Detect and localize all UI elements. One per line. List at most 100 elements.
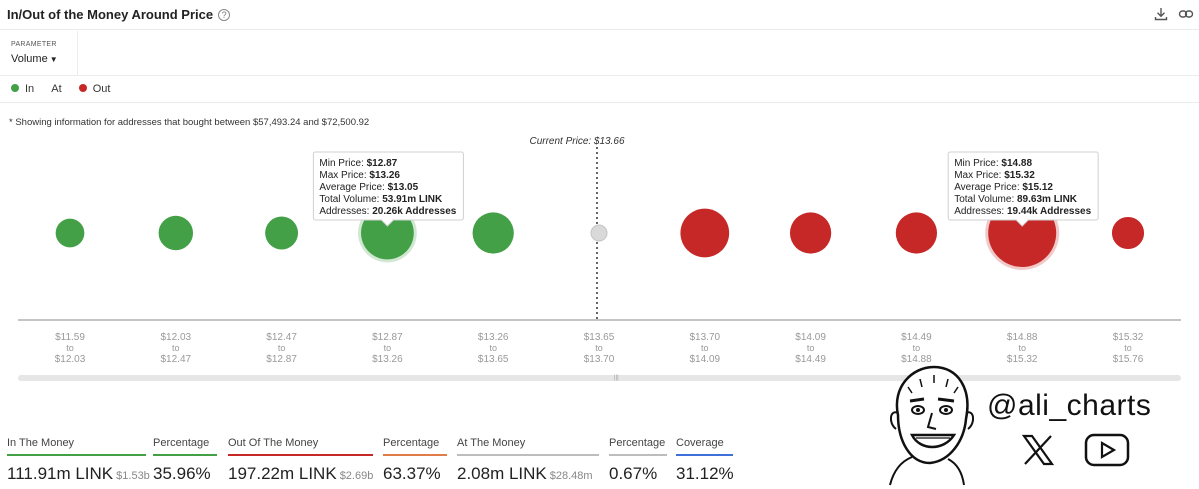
tooltip-line-value: $14.88: [1001, 158, 1032, 169]
parameter-select[interactable]: Volume ▼: [11, 53, 58, 65]
stat-main: 63.37%: [383, 464, 441, 483]
bubble-chart: Current Price: $13.66$11.59to$12.03$12.0…: [18, 136, 1181, 365]
help-icon[interactable]: ?: [218, 9, 231, 21]
stat-sub: $2.69b: [339, 470, 374, 482]
legend-item-in[interactable]: In: [11, 83, 34, 95]
tick-label-from: $14.49: [901, 332, 932, 343]
tooltip-line-label: Min Price:: [954, 158, 1001, 169]
tooltip-line-label: Max Price:: [954, 170, 1004, 181]
tooltip-line: Total Volume: 89.63m LINK: [954, 194, 1078, 205]
scroll-grip-icon[interactable]: |||: [614, 375, 619, 381]
tooltip-pointer: [381, 219, 394, 227]
tooltip-line-value: 20.26k Addresses: [372, 206, 457, 217]
tooltip-line: Min Price: $14.88: [954, 158, 1032, 169]
tooltip-line: Average Price: $13.05: [319, 182, 418, 193]
stat-in-percentage: Percentage 35.96%: [153, 437, 217, 484]
tooltip-line: Addresses: 20.26k Addresses: [319, 206, 456, 217]
brand-handle: @ali_charts: [987, 389, 1152, 422]
tick-label-to-word: to: [1018, 343, 1026, 353]
bubble-in[interactable]: [158, 215, 194, 251]
stat-sub: $1.53b: [116, 470, 150, 482]
tick-label-to: $13.65: [478, 354, 509, 365]
bubble-at[interactable]: [590, 224, 608, 242]
stat-label: Coverage: [676, 437, 733, 456]
tooltip-line-value: $15.12: [1022, 182, 1053, 193]
range-note: * Showing information for addresses that…: [9, 117, 370, 128]
chart-scrollbar[interactable]: |||: [18, 375, 1181, 381]
stat-label: At The Money: [457, 437, 599, 456]
tick-label-to-word: to: [807, 343, 815, 353]
x-logo-icon: [1021, 434, 1055, 466]
stat-value: 0.67%: [609, 464, 667, 484]
stat-label: Out Of The Money: [228, 437, 373, 456]
legend-item-out[interactable]: Out: [78, 83, 111, 95]
bubble-in[interactable]: [55, 218, 85, 248]
tick-label-to: $12.87: [266, 354, 297, 365]
stat-label: Percentage: [383, 437, 447, 456]
tooltip-line-value: $13.05: [388, 182, 419, 193]
tick-label-to: $13.26: [372, 354, 403, 365]
caricature-icon: [889, 365, 974, 486]
stat-value: 2.08m LINK $28.48m: [457, 464, 599, 484]
tooltip-line-value: 53.91m LINK: [382, 194, 443, 205]
tooltip-line-value: $15.32: [1004, 170, 1035, 181]
tooltip-line-value: 89.63m LINK: [1017, 194, 1078, 205]
stat-value: 197.22m LINK $2.69b: [228, 464, 373, 484]
title-text: In/Out of the Money Around Price: [7, 7, 214, 22]
stat-in-the-money: In The Money 111.91m LINK $1.53b: [7, 437, 150, 484]
tooltip-line-label: Addresses:: [319, 206, 372, 217]
stat-value: 35.96%: [153, 464, 217, 484]
divider: [0, 75, 1199, 76]
download-icon[interactable]: [1153, 6, 1169, 22]
tooltip-line: Total Volume: 53.91m LINK: [319, 194, 443, 205]
tick-label-from: $14.09: [795, 332, 826, 343]
legend-label-out: Out: [92, 83, 111, 95]
tick-label-to: $15.76: [1113, 354, 1144, 365]
bubble-out[interactable]: [680, 208, 730, 258]
tooltip-line: Max Price: $15.32: [954, 170, 1035, 181]
stat-label: In The Money: [7, 437, 146, 456]
tick-label-to-word: to: [1124, 343, 1132, 353]
tooltip-line-label: Total Volume:: [319, 194, 382, 205]
tooltip-pointer: [1015, 219, 1029, 227]
bubble-in[interactable]: [472, 212, 514, 254]
stat-label: Percentage: [609, 437, 667, 456]
tick-label-from: $12.47: [266, 332, 297, 343]
legend-label-in: In: [25, 83, 35, 95]
youtube-icon: [1084, 433, 1130, 467]
stat-main: 2.08m LINK: [457, 464, 547, 483]
bubble-out[interactable]: [789, 212, 832, 254]
stat-out-percentage: Percentage 63.37%: [383, 437, 447, 484]
link-icon[interactable]: [1178, 6, 1194, 22]
page-title: In/Out of the Money Around Price?: [7, 7, 231, 22]
tick-label-to-word: to: [701, 343, 709, 353]
legend-item-at[interactable]: At: [51, 83, 61, 95]
parameter-box: PARAMETER Volume ▼: [0, 31, 78, 75]
tick-label-to-word: to: [278, 343, 286, 353]
tick-label-to: $12.47: [161, 354, 192, 365]
tooltip-line-label: Average Price:: [319, 182, 387, 193]
tick-label-from: $13.70: [690, 332, 721, 343]
bubble-out[interactable]: [895, 212, 938, 254]
bubble-out[interactable]: [1111, 216, 1145, 250]
tick-label-from: $13.65: [584, 332, 615, 343]
parameter-value: Volume: [11, 53, 48, 65]
tooltip-line-label: Min Price:: [319, 158, 366, 169]
stat-main: 35.96%: [153, 464, 211, 483]
bubble-in[interactable]: [265, 216, 299, 250]
legend-dot-out: [78, 84, 87, 92]
parameter-label: PARAMETER: [11, 41, 57, 48]
tooltip-line-value: $13.26: [369, 170, 400, 181]
tick-label-to-word: to: [595, 343, 603, 353]
tick-label-to: $12.03: [55, 354, 86, 365]
tick-label-to-word: to: [384, 343, 392, 353]
tick-label-to-word: to: [66, 343, 74, 353]
stat-sub: $28.48m: [549, 470, 593, 482]
tick-label-to: $15.32: [1007, 354, 1038, 365]
tooltip-line: Addresses: 19.44k Addresses: [954, 206, 1091, 217]
stat-at-the-money: At The Money 2.08m LINK $28.48m: [457, 437, 599, 484]
tooltip-line-label: Total Volume:: [954, 194, 1017, 205]
tick-label-to: $14.49: [795, 354, 826, 365]
tick-label-from: $15.32: [1113, 332, 1144, 343]
tick-label-to: $14.09: [690, 354, 721, 365]
